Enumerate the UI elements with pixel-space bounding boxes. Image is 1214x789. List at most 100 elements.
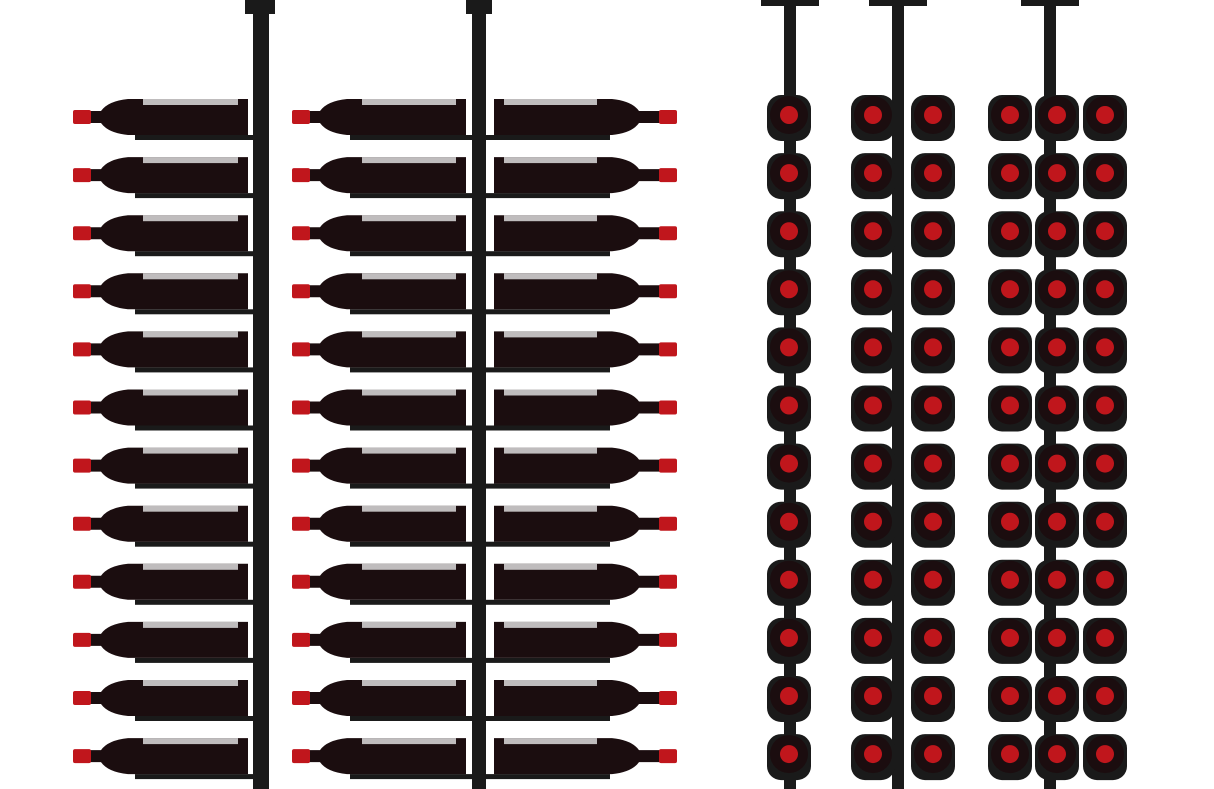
bottle-capsule <box>1001 454 1019 473</box>
wine-bottle-side <box>292 273 466 310</box>
wine-bottle-front <box>988 676 1032 722</box>
bottle-label <box>362 680 456 686</box>
wine-bottle-side <box>292 331 466 368</box>
bottle-label <box>504 738 597 745</box>
wine-bottle-side <box>494 99 677 135</box>
wine-bottle-front <box>911 269 955 316</box>
bottle-capsule <box>864 512 882 531</box>
bottle-body <box>294 389 466 426</box>
bottle-capsule <box>73 168 91 183</box>
wine-bottle-side <box>73 680 248 716</box>
bottle-capsule <box>780 338 798 357</box>
wine-bottle-front <box>1083 327 1127 374</box>
wine-bottle-front <box>911 617 955 664</box>
bottle-capsule <box>73 400 91 415</box>
bottle-body <box>294 738 466 775</box>
wine-bottle-front <box>767 676 811 722</box>
bottle-body <box>75 505 248 542</box>
wine-bottle-side <box>494 215 677 252</box>
bottle-support-arm <box>135 193 260 199</box>
bottle-support-arm <box>135 251 260 257</box>
wine-bottle-front <box>988 501 1032 548</box>
bottle-capsule <box>292 342 310 357</box>
wine-bottle-front <box>1083 676 1127 722</box>
wine-bottle-front <box>767 269 811 316</box>
bottle-capsule <box>1096 396 1114 415</box>
bottle-capsule <box>780 687 798 705</box>
bottle-body <box>75 563 248 600</box>
bottle-support-arm <box>135 483 260 489</box>
bottle-label <box>504 680 597 686</box>
bottle-capsule <box>659 342 677 357</box>
bottle-capsule <box>73 284 91 299</box>
wine-bottle-side <box>292 505 466 542</box>
wine-bottle-front <box>1035 501 1079 548</box>
bottle-label <box>362 99 456 105</box>
bottle-label <box>143 215 238 222</box>
wine-bottle-side <box>292 389 466 426</box>
bottle-capsule <box>1096 628 1114 647</box>
bottle-capsule <box>1048 396 1066 415</box>
wine-bottle-front <box>911 385 955 432</box>
bottle-capsule <box>1096 454 1114 473</box>
bottle-label <box>143 273 238 280</box>
bottle-capsule <box>1048 338 1066 357</box>
bottle-support-arm <box>350 309 610 315</box>
bottle-capsule <box>780 222 798 241</box>
bottle-support-arm <box>350 251 610 257</box>
wine-bottle-side <box>73 99 248 135</box>
bottle-capsule <box>1096 164 1114 183</box>
wine-bottle-front <box>851 676 895 722</box>
wine-bottle-front <box>767 734 811 781</box>
bottle-support-arm <box>350 425 610 431</box>
wine-bottle-front <box>1083 211 1127 258</box>
bottle-capsule <box>292 516 310 531</box>
bottle-support-arm <box>350 483 610 489</box>
wine-bottle-front <box>767 617 811 664</box>
rack-pole <box>253 0 269 789</box>
bottle-capsule <box>924 570 942 589</box>
bottle-capsule <box>1001 512 1019 531</box>
bottle-label <box>362 738 456 745</box>
bottle-body <box>75 621 248 658</box>
bottle-capsule <box>924 222 942 241</box>
bottle-capsule <box>659 168 677 183</box>
wine-bottle-side <box>494 331 677 368</box>
wine-bottle-front <box>911 211 955 258</box>
bottle-body <box>294 273 466 310</box>
bottle-body <box>494 215 665 252</box>
wine-bottle-front <box>851 95 895 141</box>
bottle-body <box>494 99 665 135</box>
bottle-capsule <box>780 570 798 589</box>
bottle-body <box>494 389 665 426</box>
wine-bottle-front <box>1035 676 1079 722</box>
bottle-capsule <box>659 110 677 124</box>
wine-bottle-side <box>73 331 248 368</box>
wine-bottle-front <box>988 211 1032 258</box>
bottle-label <box>362 389 456 396</box>
wine-bottle-side <box>292 563 466 600</box>
bottle-capsule <box>864 454 882 473</box>
bottle-capsule <box>292 226 310 241</box>
bottle-label <box>143 389 238 396</box>
wine-bottle-front <box>1083 95 1127 141</box>
bottle-support-arm <box>135 425 260 431</box>
bottle-label <box>362 273 456 280</box>
wine-bottle-front <box>911 95 955 141</box>
bottle-capsule <box>73 691 91 705</box>
wine-bottle-front <box>767 153 811 200</box>
bottle-label <box>362 157 456 164</box>
bottle-body <box>294 215 466 252</box>
bottle-capsule <box>864 570 882 589</box>
wine-bottle-side <box>73 621 248 658</box>
wine-bottle-front <box>767 559 811 606</box>
bottle-capsule <box>1048 454 1066 473</box>
bottle-capsule <box>780 454 798 473</box>
bottle-label <box>143 99 238 105</box>
bottle-support-arm <box>350 193 610 199</box>
bottle-capsule <box>73 342 91 357</box>
bottle-label <box>362 505 456 512</box>
wine-bottle-front <box>988 95 1032 141</box>
wine-bottle-side <box>494 157 677 194</box>
bottle-support-arm <box>350 774 610 780</box>
